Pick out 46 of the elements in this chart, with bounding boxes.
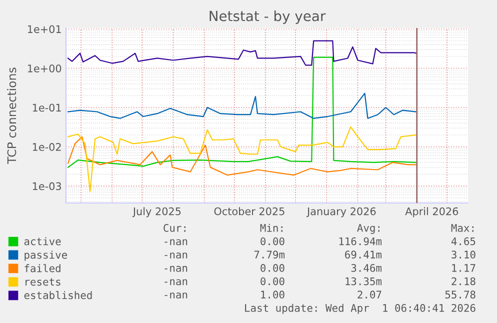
text: Min:: [260, 224, 282, 232]
line-series: [67, 136, 416, 176]
text: -nan: [164, 252, 188, 259]
x-tick-label: April 2026: [405, 207, 458, 218]
text: Last update: Wed Apr 1 06:40:41 2026: [245, 304, 476, 314]
text: 13.35m: [346, 277, 382, 286]
text: 3.10: [452, 250, 476, 259]
text: -nan: [164, 279, 188, 286]
text: 1.17: [452, 264, 476, 272]
y-tick-label: 1e-02: [32, 143, 61, 151]
text: Cur:: [164, 224, 186, 232]
legend-label: active: [24, 237, 61, 246]
y-tick-label: 1e+01: [28, 25, 61, 34]
y-tick-label: 1e+00: [28, 64, 62, 72]
text: Max:: [451, 224, 474, 232]
text: 2.07: [358, 290, 382, 299]
text: 69.41m: [345, 250, 382, 259]
text: -nan: [164, 292, 188, 299]
line-series: [67, 40, 418, 66]
text: 1.00: [261, 290, 284, 299]
text: Avg:: [357, 224, 380, 234]
text: -nan: [164, 266, 188, 272]
text: 4.65: [451, 237, 476, 246]
legend-label: established: [24, 291, 92, 300]
x-tick-label: January 2026: [306, 207, 376, 218]
chart-title: Netstat - by year: [210, 10, 326, 24]
x-tick-label: October 2025: [214, 207, 284, 216]
text: 0.00: [260, 237, 284, 246]
line-series: [67, 92, 416, 119]
legend-label: resets: [26, 278, 60, 286]
legend-label: passive: [24, 250, 68, 261]
x-tick-label: July 2025: [132, 207, 181, 218]
text: 7.79m: [254, 250, 285, 259]
text: 0.00: [260, 277, 284, 286]
text: 3.46m: [351, 264, 382, 272]
line-series: [67, 126, 416, 192]
text: 0.00: [260, 264, 284, 272]
text: -nan: [164, 239, 188, 246]
text: 55.78: [445, 290, 476, 299]
text: 116.94m: [339, 237, 382, 246]
y-axis-title: TCP connections: [7, 68, 16, 164]
y-tick-label: 1e-03: [32, 182, 61, 190]
line-series: [67, 56, 416, 168]
legend-label: failed: [24, 264, 60, 272]
text: 2.18: [452, 277, 476, 286]
y-tick-label: 1e-01: [32, 104, 61, 112]
